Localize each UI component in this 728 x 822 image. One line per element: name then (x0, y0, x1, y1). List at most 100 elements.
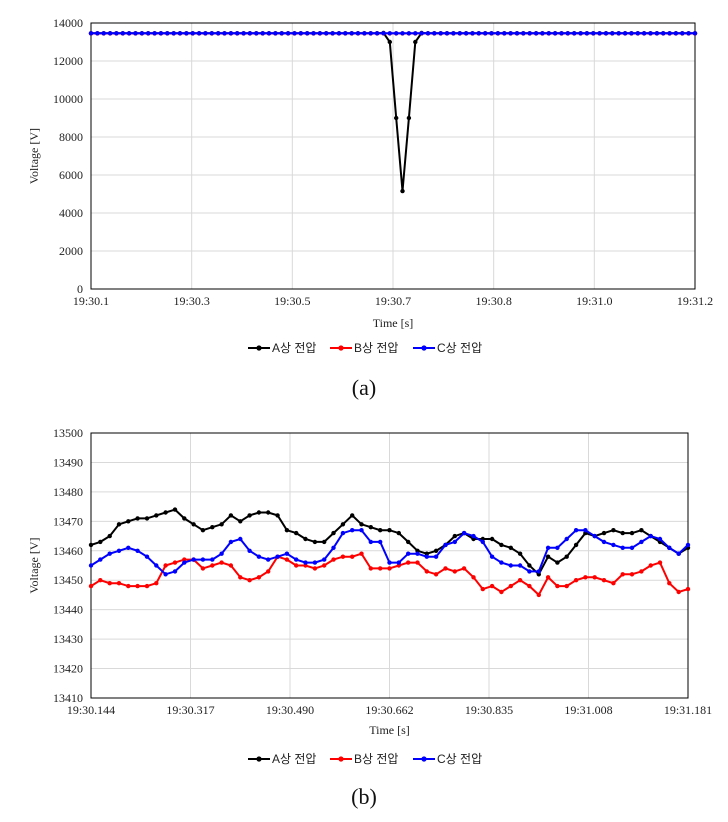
data-point (116, 522, 122, 527)
data-point (387, 560, 392, 565)
data-point (394, 31, 399, 36)
data-point (285, 31, 291, 36)
data-point (378, 528, 383, 533)
data-point (648, 31, 653, 36)
data-point (406, 551, 411, 556)
data-point (527, 583, 532, 589)
data-point (311, 31, 316, 36)
data-point (415, 551, 420, 556)
data-point (196, 31, 202, 36)
data-point (559, 31, 564, 36)
data-point (182, 560, 187, 565)
data-point (305, 31, 310, 36)
data-point (163, 572, 168, 577)
data-point (182, 516, 187, 521)
y-tick-label: 13430 (53, 632, 83, 646)
data-point (378, 539, 383, 545)
data-point (133, 31, 138, 36)
data-point (471, 575, 476, 580)
data-point (368, 525, 373, 530)
data-point (545, 575, 551, 580)
data-point (396, 530, 401, 536)
data-point (256, 554, 262, 559)
legend-marker (421, 345, 427, 351)
data-point (572, 31, 577, 36)
data-point (154, 581, 159, 586)
x-tick-label: 19:30.1 (73, 294, 109, 308)
data-point (413, 39, 418, 45)
data-point (340, 530, 346, 536)
data-point (610, 31, 615, 36)
data-point (275, 554, 280, 559)
data-point (648, 563, 653, 568)
data-point (616, 31, 621, 36)
data-point (260, 31, 265, 36)
data-point (406, 560, 411, 565)
data-point (312, 566, 318, 571)
data-point (533, 31, 539, 36)
legend-marker (256, 345, 262, 351)
data-point (203, 31, 208, 36)
data-point (284, 528, 290, 533)
data-point (200, 566, 206, 571)
data-point (228, 539, 234, 545)
data-point (685, 542, 691, 548)
data-point (210, 563, 215, 568)
data-point (601, 530, 607, 536)
data-point (98, 539, 103, 545)
x-tick-label: 19:30.3 (173, 294, 209, 308)
y-tick-label: 13450 (53, 573, 83, 587)
data-point (343, 31, 348, 36)
y-tick-label: 13420 (53, 662, 83, 676)
x-axis-label: Time [s] (373, 316, 414, 330)
data-point (350, 528, 355, 533)
data-point (126, 583, 131, 589)
data-point (88, 563, 94, 568)
data-point (583, 528, 588, 533)
data-point (508, 563, 513, 568)
data-point (177, 31, 183, 36)
data-point (680, 31, 685, 36)
data-point (592, 533, 597, 539)
data-point (322, 557, 327, 562)
data-point (266, 31, 272, 36)
data-point (639, 569, 644, 574)
data-point (546, 31, 551, 36)
data-point (620, 572, 625, 577)
data-point (387, 39, 392, 45)
data-point (284, 551, 290, 556)
figure-caption: (b) (351, 784, 377, 809)
y-tick-label: 13500 (53, 426, 83, 440)
data-point (517, 551, 523, 556)
data-point (639, 528, 644, 533)
data-point (573, 542, 579, 548)
legend-marker (421, 756, 427, 762)
data-point (438, 31, 443, 36)
data-point (190, 31, 195, 36)
legend-label: B상 전압 (354, 752, 398, 766)
data-point (238, 519, 243, 524)
data-point (171, 31, 176, 36)
data-point (172, 507, 178, 512)
data-point (191, 557, 196, 562)
data-point (499, 560, 504, 565)
y-tick-label: 13440 (53, 603, 83, 617)
data-point (331, 545, 336, 550)
legend-marker (338, 756, 344, 762)
data-point (191, 522, 196, 527)
chart-b: 13410 13420 13430 13440 13450 13460 13470 13480… (27, 426, 712, 809)
data-point (222, 31, 227, 36)
data-point (601, 539, 607, 545)
data-point (200, 528, 206, 533)
data-point (601, 578, 607, 583)
data-point (536, 592, 541, 598)
data-point (463, 31, 469, 36)
data-point (433, 548, 439, 553)
data-point (126, 519, 131, 524)
data-point (573, 578, 579, 583)
data-point (508, 583, 513, 589)
data-point (424, 554, 429, 559)
data-point (635, 31, 640, 36)
data-point (489, 31, 494, 36)
y-tick-label: 10000 (53, 92, 83, 106)
